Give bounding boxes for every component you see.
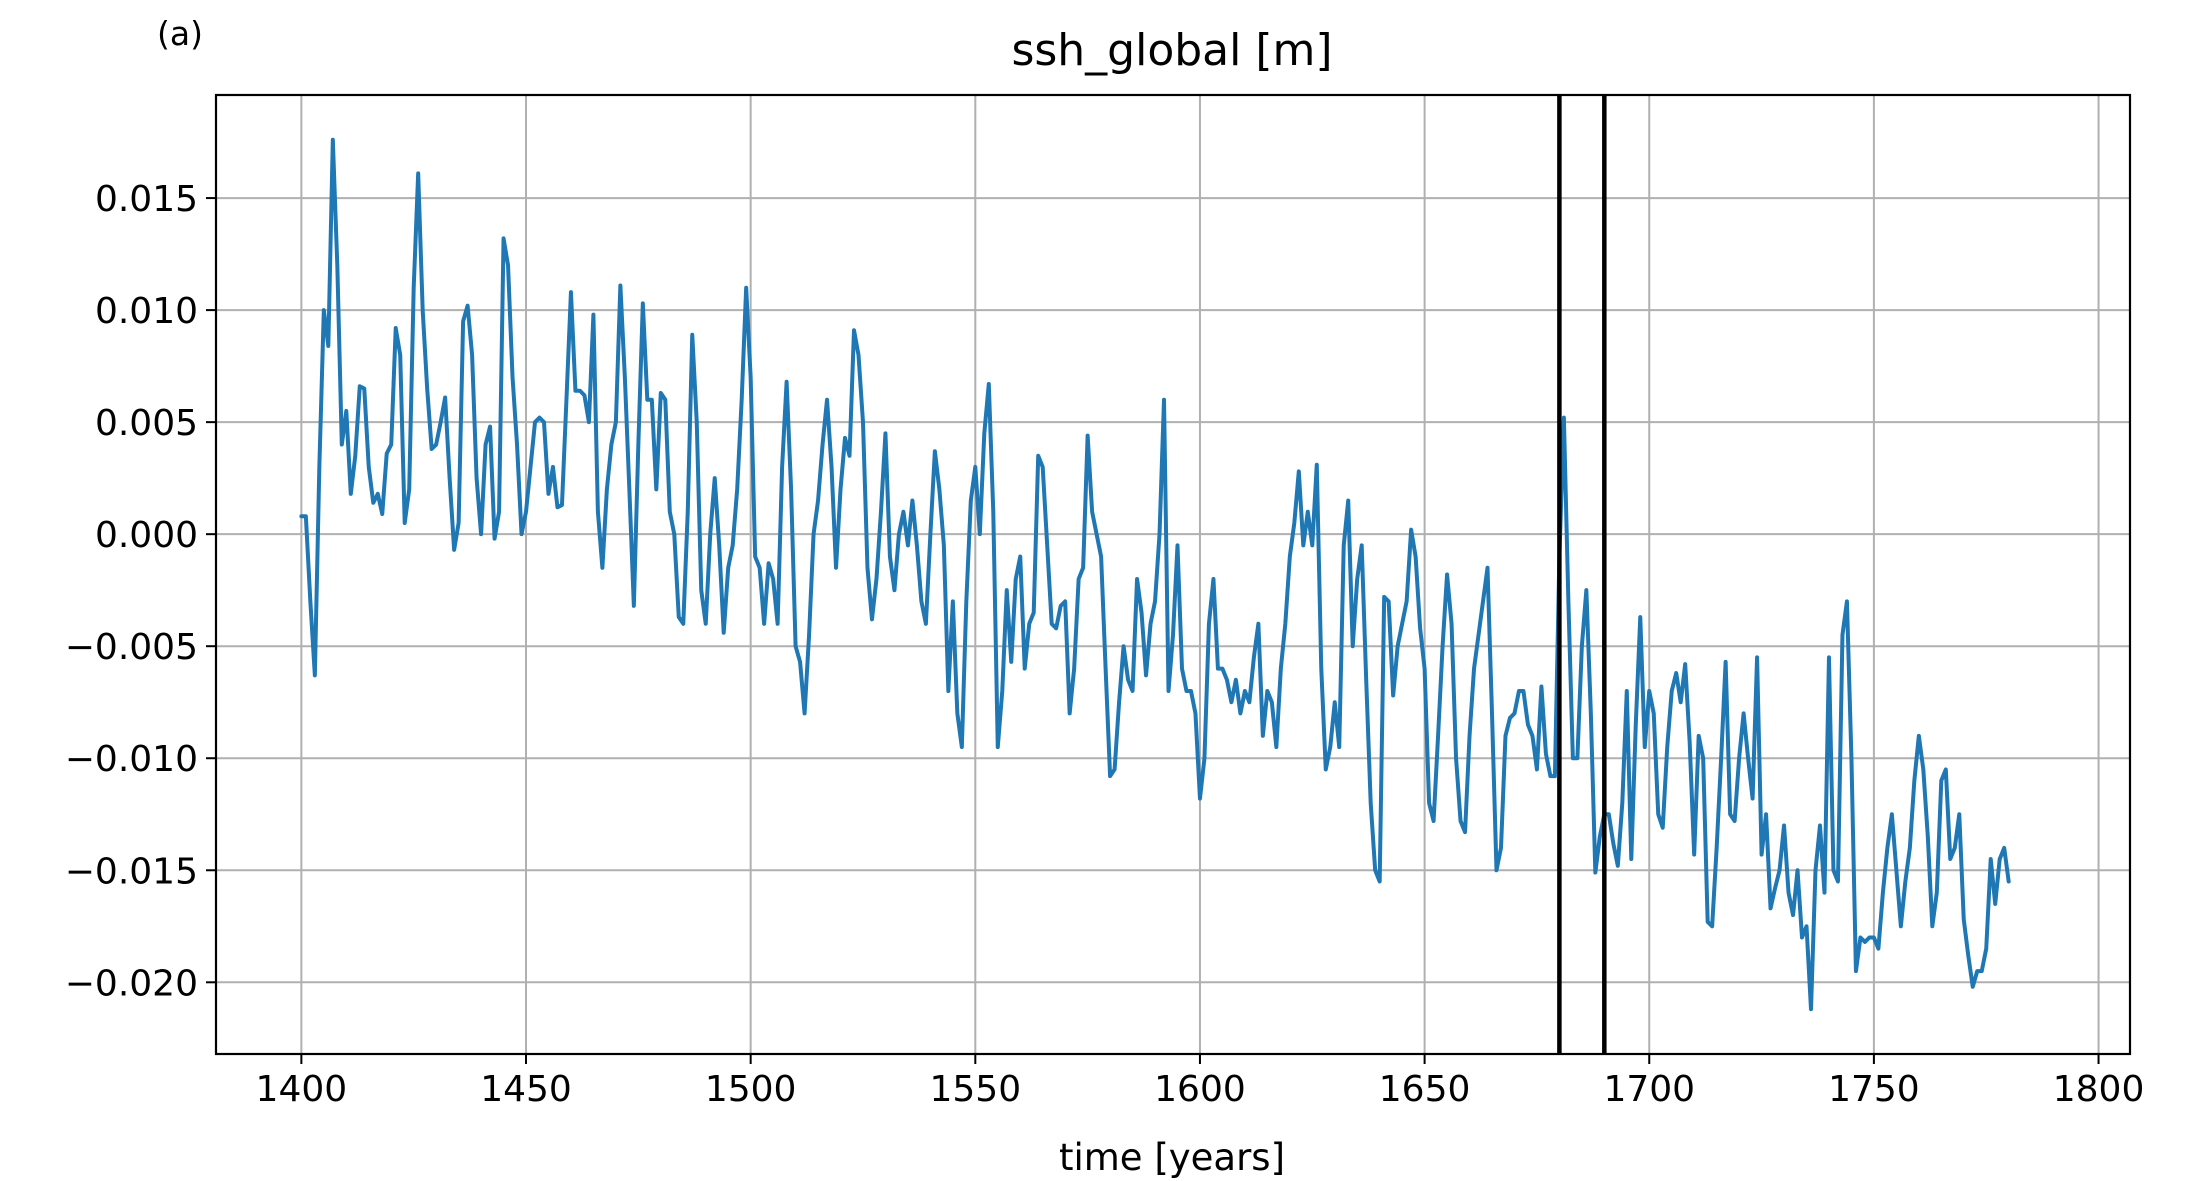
y-tick-label: 0.005 — [95, 403, 198, 444]
y-tick-label: 0.015 — [95, 179, 198, 220]
plot-area — [299, 137, 2011, 1012]
x-tick-label: 1400 — [256, 1069, 348, 1110]
y-tick-label: −0.020 — [65, 963, 198, 1004]
x-tick-label: 1600 — [1154, 1069, 1246, 1110]
x-tick-label: 1800 — [2053, 1069, 2145, 1110]
x-tick-label: 1450 — [480, 1069, 572, 1110]
axes-frame — [214, 93, 2132, 1056]
chart-title: ssh_global [m] — [1011, 25, 1332, 76]
vertical-markers — [1557, 95, 1607, 1054]
x-axis-label: time [years] — [1059, 1136, 1285, 1179]
x-tick-label: 1750 — [1828, 1069, 1920, 1110]
x-tick-label: 1550 — [929, 1069, 1021, 1110]
panel-label: (a) — [157, 14, 203, 53]
x-tick-label: 1500 — [705, 1069, 797, 1110]
y-tick-label: 0.010 — [95, 291, 198, 332]
series-line — [299, 137, 2011, 1012]
x-axis: 1400 1450 1500 1550 1600 1650 1700 1750 1800 — [256, 1054, 2145, 1110]
x-tick-label: 1700 — [1603, 1069, 1695, 1110]
y-tick-label: −0.015 — [65, 851, 198, 892]
y-tick-label: 0.000 — [95, 515, 198, 556]
y-tick-label: −0.005 — [65, 627, 198, 668]
y-tick-label: −0.010 — [65, 739, 198, 780]
y-axis: 0.015 0.010 0.005 0.000 −0.005 −0.010 −0.015 −0… — [65, 179, 216, 1004]
x-tick-label: 1650 — [1379, 1069, 1471, 1110]
